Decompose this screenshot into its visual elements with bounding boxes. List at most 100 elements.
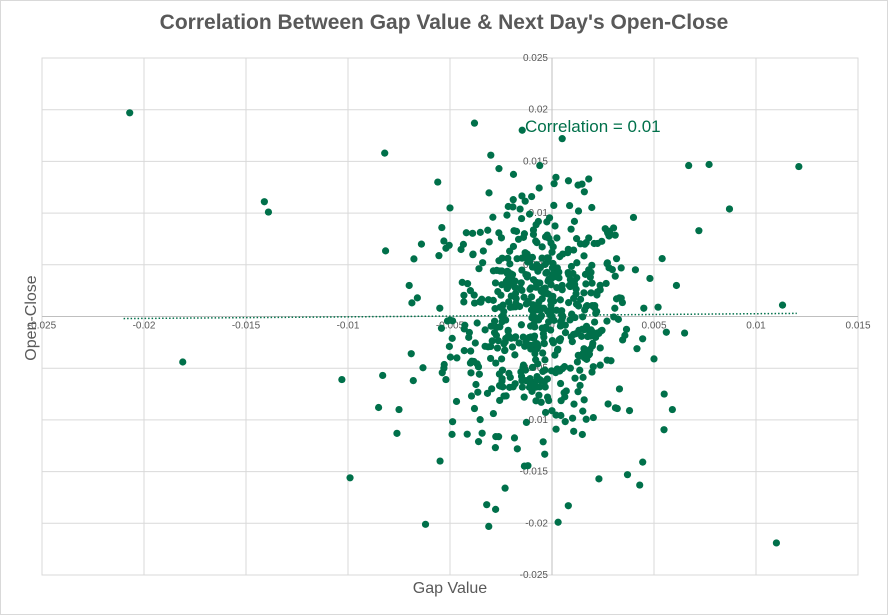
data-point	[478, 429, 486, 437]
data-point	[681, 329, 689, 337]
data-point	[459, 240, 467, 248]
data-point	[510, 227, 518, 235]
data-point	[560, 363, 569, 371]
data-point	[379, 371, 387, 380]
data-point	[565, 201, 574, 210]
data-point	[705, 160, 713, 169]
data-point	[640, 304, 648, 312]
data-point	[475, 370, 483, 378]
data-point	[658, 254, 666, 263]
data-point	[639, 335, 647, 343]
data-point	[596, 344, 604, 352]
data-point	[478, 295, 486, 303]
data-point	[574, 302, 583, 310]
data-point	[437, 324, 446, 332]
y-tick-label: -0.02	[525, 518, 548, 529]
data-point	[545, 214, 554, 222]
data-point	[579, 407, 587, 415]
x-tick-label: 0.01	[746, 321, 766, 332]
data-point	[622, 325, 631, 333]
data-point	[492, 359, 500, 367]
data-point	[498, 355, 506, 363]
data-point	[513, 445, 521, 453]
data-point	[607, 357, 615, 365]
data-point	[552, 306, 561, 314]
data-point	[570, 400, 578, 408]
data-point	[488, 385, 496, 393]
data-point	[554, 518, 562, 526]
data-point	[518, 377, 526, 385]
data-point	[570, 277, 579, 285]
data-point	[446, 204, 454, 212]
data-point	[346, 474, 354, 482]
data-point	[572, 290, 580, 298]
data-point	[553, 346, 562, 354]
data-point	[511, 380, 519, 388]
data-point	[532, 221, 540, 229]
data-point	[438, 369, 446, 377]
data-point	[609, 224, 618, 232]
data-point	[417, 240, 426, 248]
data-point	[446, 353, 455, 361]
data-point	[576, 366, 584, 374]
data-point	[610, 313, 618, 321]
data-point	[590, 303, 599, 312]
data-point	[440, 360, 448, 369]
data-point	[462, 229, 470, 237]
data-point	[405, 281, 413, 290]
data-point	[582, 322, 591, 330]
x-tick-label: 0.005	[641, 321, 666, 332]
data-point	[611, 272, 619, 280]
data-point	[541, 356, 549, 364]
data-point	[509, 196, 517, 204]
data-point	[539, 324, 548, 332]
data-point	[511, 283, 519, 291]
data-point	[504, 283, 512, 291]
data-point	[529, 230, 538, 239]
data-point	[541, 408, 550, 417]
data-point	[409, 377, 417, 385]
data-point	[505, 298, 513, 306]
data-point	[519, 363, 528, 371]
data-point	[564, 298, 573, 307]
y-tick-label: 0.01	[529, 208, 549, 219]
data-point	[535, 184, 543, 192]
trendline	[123, 312, 797, 320]
data-point	[510, 434, 519, 442]
data-point	[472, 380, 480, 389]
data-point	[467, 369, 475, 377]
data-point	[602, 279, 610, 288]
data-point	[660, 390, 668, 398]
data-point	[556, 296, 564, 304]
data-point	[264, 208, 273, 216]
data-point	[608, 265, 616, 274]
data-point	[512, 294, 520, 303]
data-point	[491, 444, 499, 452]
data-point	[629, 213, 638, 222]
data-point	[522, 300, 530, 308]
data-point	[516, 205, 524, 213]
data-point	[506, 260, 514, 268]
data-point	[631, 266, 640, 274]
data-point	[573, 358, 582, 366]
data-point	[460, 347, 468, 355]
data-point	[725, 205, 734, 213]
data-point	[574, 388, 582, 396]
data-point	[551, 222, 559, 230]
data-point	[528, 363, 537, 372]
data-point	[557, 397, 565, 405]
data-point	[494, 287, 502, 296]
data-point	[529, 311, 537, 319]
data-point	[498, 281, 506, 289]
data-point	[489, 213, 497, 221]
data-point	[561, 418, 569, 426]
data-point	[590, 239, 598, 248]
data-point	[479, 259, 487, 267]
data-point	[470, 404, 479, 413]
data-point	[541, 450, 549, 458]
data-point	[518, 192, 526, 200]
data-point	[470, 119, 479, 127]
data-point	[561, 321, 569, 329]
data-point	[514, 235, 523, 243]
